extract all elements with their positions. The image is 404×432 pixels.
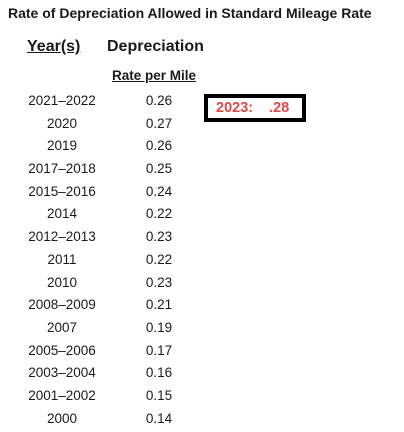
rate-cell: 0.24: [145, 183, 173, 199]
table-row: 2003–2004 0.16: [0, 364, 200, 387]
rate-cell: 0.19: [145, 319, 173, 335]
year-cell: 2020: [46, 115, 78, 131]
table-row: 2014 0.22: [0, 205, 200, 228]
table-row: 2020 0.27: [0, 115, 200, 138]
rate-cell: 0.27: [145, 115, 173, 131]
table-row: 2017–2018 0.25: [0, 160, 200, 183]
rate-cell: 0.23: [145, 229, 173, 245]
table-row: 2008–2009 0.21: [0, 296, 200, 319]
rate-cell: 0.17: [145, 342, 173, 358]
table-row: 2001–2002 0.15: [0, 387, 200, 410]
year-cell: 2005–2006: [28, 342, 96, 358]
table-row: 2019 0.26: [0, 137, 200, 160]
year-cell: 2019: [46, 138, 78, 154]
year-column-header: Year(s): [27, 38, 81, 55]
year-cell: 2015–2016: [28, 183, 96, 199]
table-row: 2007 0.19: [0, 319, 200, 342]
page-title: Rate of Depreciation Allowed in Standard…: [8, 5, 372, 21]
table-row: 2000 0.14: [0, 410, 200, 432]
callout-rate: .28: [269, 100, 290, 116]
depreciation-column-header: Depreciation: [107, 38, 204, 55]
year-cell: 2012–2013: [28, 229, 96, 245]
depreciation-table: 2021–2022 0.26 2020 0.27 2019 0.26 2017–201…: [0, 92, 200, 432]
callout-year: 2023:: [216, 100, 254, 116]
table-row: 2010 0.23: [0, 274, 200, 297]
year-cell: 2008–2009: [28, 297, 96, 313]
year-cell: 2017–2018: [28, 161, 96, 177]
year-cell: 2001–2002: [28, 387, 96, 403]
year-cell: 2010: [46, 274, 78, 290]
table-row: 2012–2013 0.23: [0, 228, 200, 251]
table-row: 2015–2016 0.24: [0, 183, 200, 206]
table-row: 2011 0.22: [0, 251, 200, 274]
year-cell: 2000: [46, 410, 78, 426]
year-cell: 2011: [47, 251, 77, 267]
rate-cell: 0.14: [145, 410, 173, 426]
year-cell: 2007: [46, 319, 78, 335]
table-row: 2005–2006 0.17: [0, 342, 200, 365]
year-cell: 2014: [46, 206, 78, 222]
rate-cell: 0.23: [145, 274, 173, 290]
rate-per-mile-subheader: Rate per Mile: [112, 68, 197, 83]
table-row: 2021–2022 0.26: [0, 92, 200, 115]
rate-cell: 0.26: [145, 138, 173, 154]
rate-cell: 0.22: [145, 206, 173, 222]
rate-cell: 0.21: [145, 297, 173, 313]
rate-cell: 0.15: [145, 387, 173, 403]
rate-cell: 0.25: [145, 161, 173, 177]
rate-cell: 0.26: [145, 93, 173, 108]
rate-2023-callout: 2023: .28: [204, 94, 306, 122]
year-cell: 2003–2004: [28, 365, 96, 381]
rate-cell: 0.16: [145, 365, 173, 381]
year-cell: 2021–2022: [28, 93, 96, 108]
rate-cell: 0.22: [145, 251, 173, 267]
